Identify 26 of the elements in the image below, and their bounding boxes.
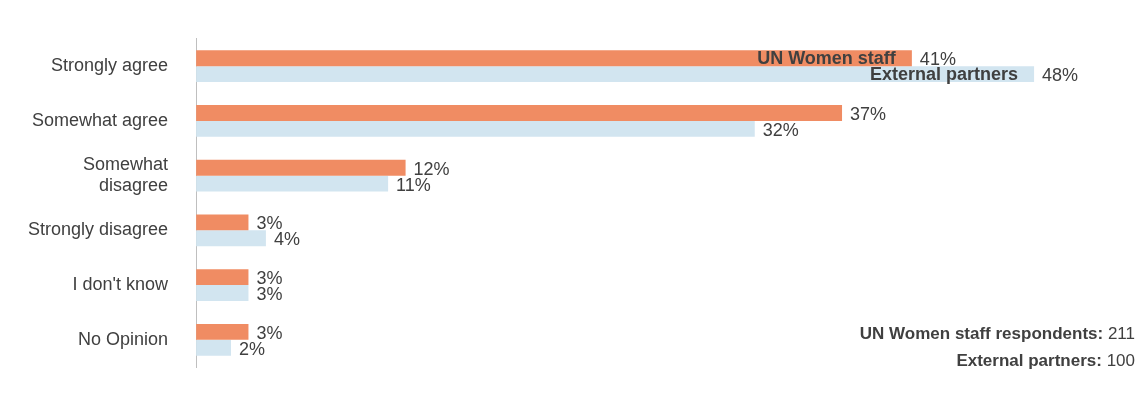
data-label: 37% xyxy=(850,103,887,124)
bar xyxy=(196,339,231,356)
y-tick-label: Somewhat disagree xyxy=(83,153,169,196)
bar xyxy=(196,230,266,247)
bar xyxy=(196,50,912,67)
annotation: UN Women staff respondents: 211 xyxy=(859,323,1135,343)
y-tick-label: Somewhat agree xyxy=(31,109,169,130)
bar xyxy=(196,120,755,137)
annotation: External partners: 100 xyxy=(956,350,1136,370)
bar xyxy=(196,159,406,176)
bar xyxy=(196,175,389,192)
series-label: External partners xyxy=(870,64,1019,85)
data-label: 32% xyxy=(762,119,799,140)
y-tick-label: Strongly disagree xyxy=(27,219,169,240)
y-tick-label: Strongly agree xyxy=(51,55,169,76)
bar xyxy=(196,66,1035,83)
bar xyxy=(196,269,249,286)
bar xyxy=(196,214,249,231)
bar xyxy=(196,105,843,121)
y-tick-label: No Opinion xyxy=(78,328,169,349)
data-label: 4% xyxy=(273,229,300,250)
data-label: 3% xyxy=(256,284,283,305)
bar xyxy=(196,323,249,340)
bar xyxy=(196,285,249,301)
data-label: 48% xyxy=(1042,65,1079,86)
y-tick-label: I don't know xyxy=(72,274,170,295)
